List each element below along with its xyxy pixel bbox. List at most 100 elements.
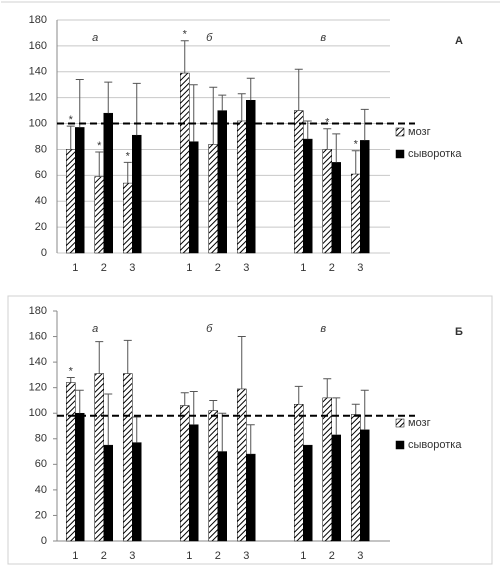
y-tick-label: 140 <box>29 66 47 78</box>
error-bar <box>303 120 312 140</box>
y-tick-label: 20 <box>35 509 47 521</box>
error-bar <box>132 82 141 136</box>
error-bar <box>66 376 75 383</box>
error-bar <box>75 79 84 128</box>
bar <box>303 444 313 542</box>
bar <box>66 382 76 542</box>
y-tick-label: 60 <box>35 458 47 470</box>
x-tick-label: 3 <box>243 550 249 562</box>
error-bar <box>132 416 141 443</box>
bar <box>294 404 304 542</box>
group-label: в <box>320 323 326 335</box>
error-bar <box>95 341 104 374</box>
x-tick-label: 1 <box>186 262 192 274</box>
legend-label: сыворотка <box>408 148 462 160</box>
group-label: в <box>320 32 326 44</box>
y-tick-label: 180 <box>29 14 47 26</box>
y-tick-label: 160 <box>29 330 47 342</box>
y-tick-label: 140 <box>29 356 47 368</box>
error-bar <box>123 339 132 374</box>
error-bar <box>104 81 113 114</box>
bar <box>103 112 113 254</box>
y-tick-label: 60 <box>35 169 47 181</box>
y-tick-label: 160 <box>29 40 47 52</box>
legend-swatch <box>395 418 405 428</box>
error-bar <box>209 86 218 145</box>
error-bar <box>189 84 198 142</box>
y-tick-label: 0 <box>41 247 47 259</box>
y-tick-label: 40 <box>35 484 47 496</box>
x-tick-label: 2 <box>101 262 107 274</box>
error-bar <box>360 389 369 430</box>
bar <box>303 138 313 254</box>
error-bar <box>218 412 227 452</box>
error-bar <box>180 40 189 74</box>
bar <box>360 429 370 542</box>
legend-label: сыворотка <box>408 439 462 451</box>
significance-mark: * <box>126 150 131 162</box>
error-bar <box>294 68 303 111</box>
x-tick-label: 2 <box>101 550 107 562</box>
x-tick-label: 2 <box>215 550 221 562</box>
bar <box>331 434 341 542</box>
error-bar <box>104 393 113 446</box>
error-bar <box>246 77 255 101</box>
bar <box>322 397 332 542</box>
error-bar <box>180 392 189 406</box>
y-tick-label: 80 <box>35 143 47 155</box>
significance-mark: * <box>69 114 74 126</box>
error-bar <box>237 93 246 121</box>
legend-swatch <box>395 440 405 450</box>
error-bar <box>360 108 369 141</box>
error-bar <box>323 378 332 398</box>
error-bar <box>218 94 227 111</box>
bar <box>208 410 218 542</box>
bar <box>132 134 142 254</box>
bar <box>180 405 190 542</box>
bar <box>132 442 142 542</box>
bar <box>351 414 361 542</box>
panel-label: Б <box>455 326 463 338</box>
error-bar <box>237 336 246 389</box>
x-tick-label: 3 <box>357 262 363 274</box>
legend-swatch <box>395 149 405 159</box>
bar <box>322 149 332 254</box>
bar <box>208 144 218 254</box>
bar <box>217 451 227 542</box>
bar <box>189 141 199 254</box>
y-tick-label: 120 <box>29 92 47 104</box>
significance-mark: * <box>97 140 102 152</box>
group-label: б <box>206 32 213 44</box>
bar <box>75 412 85 542</box>
error-bar <box>209 399 218 411</box>
significance-mark: * <box>69 365 74 377</box>
bar <box>189 424 199 542</box>
bar <box>331 162 341 254</box>
x-tick-label: 3 <box>129 262 135 274</box>
panel-frame <box>7 295 493 565</box>
error-bar <box>66 125 75 150</box>
error-bar <box>351 403 360 415</box>
error-bar <box>246 424 255 455</box>
bar <box>94 176 104 254</box>
error-bar <box>351 150 360 175</box>
group-label: а <box>92 32 98 44</box>
bar <box>180 72 190 254</box>
x-tick-label: 1 <box>186 550 192 562</box>
error-bar <box>323 128 332 150</box>
bar <box>123 182 133 254</box>
legend-swatch <box>395 127 405 137</box>
bar <box>94 373 104 542</box>
y-tick-label: 100 <box>29 407 47 419</box>
y-tick-label: 100 <box>29 117 47 129</box>
bar <box>103 444 113 542</box>
error-bar <box>75 389 84 414</box>
significance-mark: * <box>183 29 188 41</box>
error-bar <box>332 133 341 163</box>
x-tick-label: 1 <box>72 262 78 274</box>
x-tick-label: 3 <box>129 550 135 562</box>
error-bar <box>123 161 132 184</box>
legend-label: мозг <box>408 126 431 138</box>
bar <box>217 110 227 254</box>
